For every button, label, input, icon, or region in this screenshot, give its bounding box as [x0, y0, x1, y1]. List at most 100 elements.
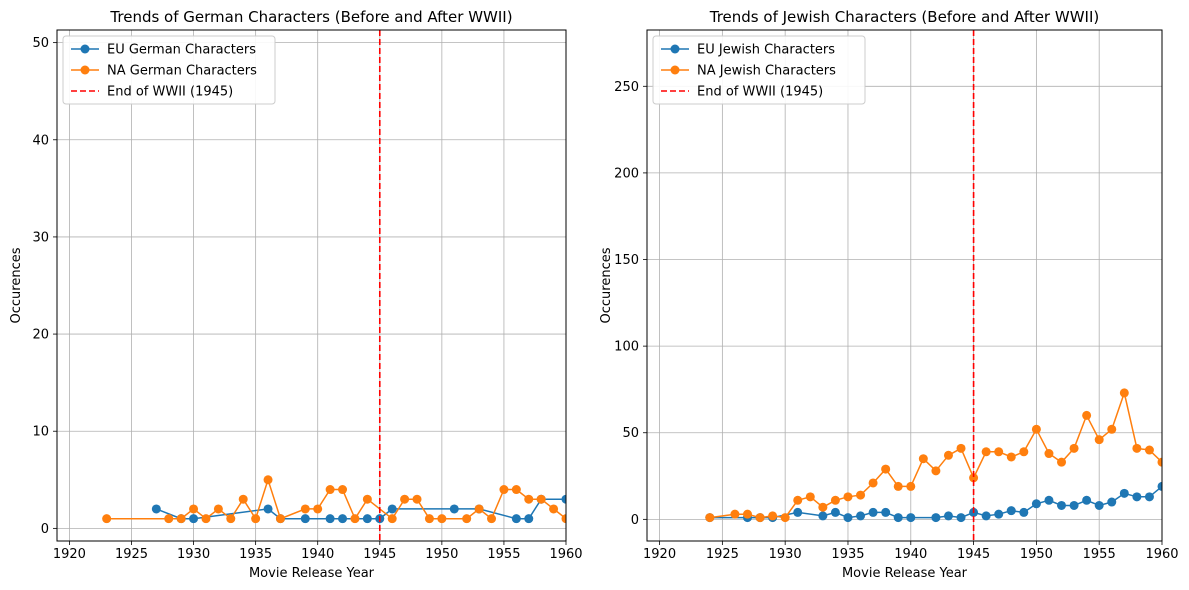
x-tick-label: 1960 [1145, 547, 1178, 562]
data-point [931, 466, 941, 476]
legend-label: End of WWII (1945) [697, 85, 823, 100]
y-tick-label: 10 [32, 425, 49, 440]
data-point [238, 494, 248, 504]
data-point [969, 473, 979, 483]
data-point [981, 511, 991, 521]
data-point [856, 490, 866, 500]
data-point [956, 513, 966, 523]
data-point [1069, 443, 1079, 453]
data-point [449, 504, 459, 514]
plot-area [102, 30, 566, 541]
data-point [561, 514, 566, 524]
data-point [1119, 488, 1129, 498]
data-point [1094, 500, 1104, 510]
data-point [1044, 449, 1054, 459]
data-point [524, 514, 534, 524]
legend-swatch-marker [80, 65, 90, 75]
data-point [536, 494, 546, 504]
data-point [893, 513, 903, 523]
data-point [1069, 500, 1079, 510]
legend-label: NA German Characters [107, 64, 257, 79]
x-axis-label: Movie Release Year [249, 566, 375, 581]
data-point [424, 514, 434, 524]
data-point [1132, 443, 1142, 453]
data-point [1031, 499, 1041, 509]
data-point [1119, 388, 1129, 398]
series-line-1 [709, 485, 1162, 519]
x-tick-label: 1950 [425, 547, 458, 562]
data-point [176, 514, 186, 524]
y-tick-label: 20 [32, 328, 49, 343]
data-point [994, 509, 1004, 519]
data-point [906, 481, 916, 491]
grid [647, 30, 1163, 541]
chart-title: Trends of Jewish Characters (Before and … [709, 8, 1099, 26]
data-point [868, 478, 878, 488]
data-point [387, 504, 397, 514]
data-point [325, 514, 335, 524]
plot-area [705, 30, 1162, 541]
data-point [830, 507, 840, 517]
data-point [1057, 500, 1067, 510]
y-tick-label: 40 [32, 133, 49, 148]
x-tick-label: 1920 [643, 547, 676, 562]
data-point [213, 504, 223, 514]
data-point [1006, 452, 1016, 462]
data-point [893, 481, 903, 491]
y-tick-label: 30 [32, 230, 49, 245]
data-point [462, 514, 472, 524]
data-point [1144, 445, 1154, 455]
data-point [805, 492, 815, 502]
x-tick-label: 1955 [1083, 547, 1116, 562]
data-point [400, 494, 410, 504]
data-point [1107, 424, 1117, 434]
data-point [300, 514, 310, 524]
data-point [511, 514, 521, 524]
data-point [742, 509, 752, 519]
data-point [705, 513, 715, 523]
y-tick-label: 50 [32, 36, 49, 51]
data-point [730, 509, 740, 519]
chart-title: Trends of German Characters (Before and … [109, 8, 512, 26]
data-point [843, 492, 853, 502]
data-point [1044, 495, 1054, 505]
data-point [818, 502, 828, 512]
data-point [338, 514, 348, 524]
series-line-2 [709, 390, 1162, 519]
data-point [189, 514, 199, 524]
legend: EU Jewish Characters NA Jewish Characters… [652, 35, 866, 105]
data-point [793, 495, 803, 505]
data-point [793, 507, 803, 517]
data-point [881, 464, 891, 474]
data-point [387, 514, 397, 524]
x-axis-label: Movie Release Year [842, 566, 968, 581]
data-point [881, 507, 891, 517]
x-tick-label: 1935 [239, 547, 272, 562]
data-point [362, 494, 372, 504]
data-point [201, 514, 211, 524]
data-point [1019, 507, 1029, 517]
data-point [511, 485, 521, 495]
data-point [1157, 457, 1162, 467]
chart-panel-2: 1920 1925 1930 1935 1940 1945 1950 1955 1960 0 50 1… [599, 8, 1179, 581]
data-point [1144, 492, 1154, 502]
data-point [956, 443, 966, 453]
data-point [338, 485, 348, 495]
data-point [931, 513, 941, 523]
legend-label: EU German Characters [107, 43, 256, 58]
data-point [943, 511, 953, 521]
data-point [263, 475, 273, 485]
x-tick-label: 1920 [53, 547, 86, 562]
data-point [102, 514, 112, 524]
legend-swatch-marker [670, 44, 680, 54]
grid [57, 30, 567, 541]
data-point [524, 494, 534, 504]
data-point [981, 447, 991, 457]
data-point [561, 494, 566, 504]
x-tick-label: 1960 [549, 547, 582, 562]
data-point [362, 514, 372, 524]
x-tick-label: 1945 [957, 547, 990, 562]
data-point [1006, 506, 1016, 516]
x-tick-label: 1940 [301, 547, 334, 562]
